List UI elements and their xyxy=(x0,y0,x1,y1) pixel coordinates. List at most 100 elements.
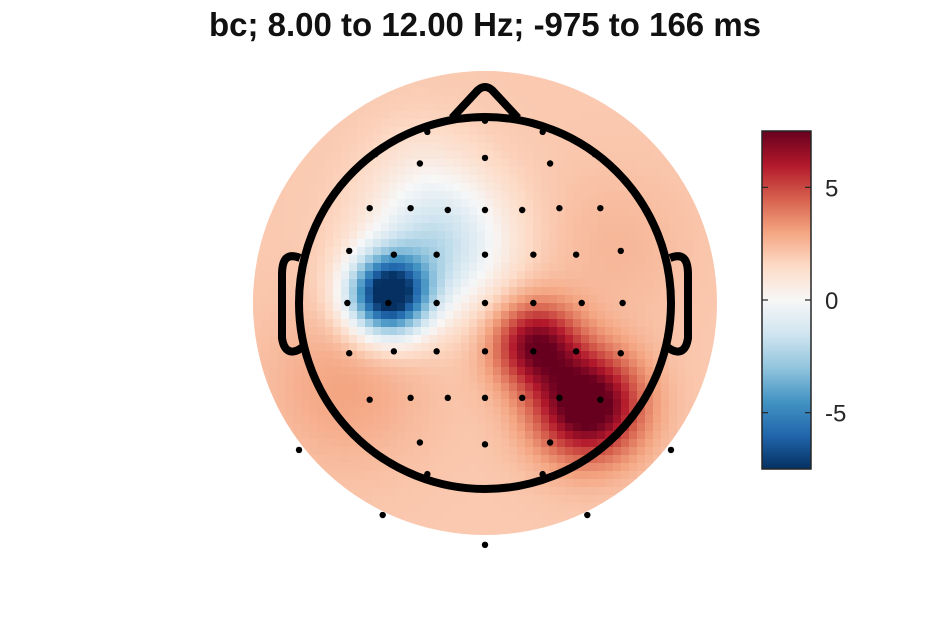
topo-cell xyxy=(605,367,614,376)
topo-cell xyxy=(357,343,366,352)
topo-cell xyxy=(597,455,606,464)
topo-cell xyxy=(397,279,406,288)
topo-cell xyxy=(437,447,446,456)
topo-cell xyxy=(581,151,590,160)
topo-cell xyxy=(309,263,318,272)
topo-cell xyxy=(517,143,526,152)
topo-cell xyxy=(517,159,526,168)
topo-cell xyxy=(293,175,302,184)
topo-cell xyxy=(493,79,502,88)
topo-cell xyxy=(293,439,302,448)
topo-cell xyxy=(613,439,622,448)
topo-cell xyxy=(301,447,310,456)
topo-cell xyxy=(269,391,278,400)
topo-cell xyxy=(517,271,526,280)
topo-cell xyxy=(477,447,486,456)
topo-cell xyxy=(381,159,390,168)
electrode-dot xyxy=(546,160,554,167)
topo-cell xyxy=(533,423,542,432)
topo-cell xyxy=(581,167,590,176)
topo-cell xyxy=(557,223,566,232)
topo-cell xyxy=(653,215,662,224)
topo-cell xyxy=(309,215,318,224)
topo-cell xyxy=(405,519,414,528)
topo-cell xyxy=(349,327,358,336)
topo-cell xyxy=(461,311,470,320)
topo-cell xyxy=(589,431,598,440)
topo-cell xyxy=(525,183,534,192)
topo-cell xyxy=(413,519,422,528)
topo-cell xyxy=(477,263,486,272)
topo-cell xyxy=(301,199,310,208)
electrode-dot xyxy=(530,348,537,355)
topo-cell xyxy=(477,455,486,464)
topo-cell xyxy=(381,175,390,184)
topo-cell xyxy=(357,375,366,384)
topo-cell xyxy=(613,319,622,328)
topo-cell xyxy=(453,367,462,376)
topo-cell xyxy=(693,263,702,272)
topo-cell xyxy=(253,343,262,352)
topo-cell xyxy=(453,247,462,256)
topo-cell xyxy=(477,311,486,320)
topo-cell xyxy=(645,175,654,184)
topo-cell xyxy=(429,407,438,416)
topo-cell xyxy=(373,343,382,352)
topo-cell xyxy=(597,295,606,304)
topo-cell xyxy=(709,255,717,264)
topo-cell xyxy=(645,319,654,328)
topo-cell xyxy=(445,87,454,96)
topo-cell xyxy=(517,167,526,176)
topo-cell xyxy=(485,223,494,232)
topo-cell xyxy=(421,447,430,456)
topo-cell xyxy=(461,423,470,432)
topo-cell xyxy=(533,415,542,424)
topo-cell xyxy=(381,471,390,480)
topo-cell xyxy=(557,455,566,464)
topo-cell xyxy=(333,367,342,376)
topo-cell xyxy=(317,327,326,336)
topo-cell xyxy=(501,527,510,535)
topo-cell xyxy=(557,303,566,312)
topo-cell xyxy=(429,423,438,432)
topo-cell xyxy=(653,439,662,448)
topo-cell xyxy=(605,175,614,184)
topo-cell xyxy=(533,103,542,112)
topo-cell xyxy=(293,215,302,224)
topo-cell xyxy=(541,519,550,528)
topo-cell xyxy=(429,487,438,496)
topo-cell xyxy=(549,343,558,352)
topo-cell xyxy=(309,335,318,344)
topo-cell xyxy=(573,183,582,192)
topo-cell xyxy=(517,335,526,344)
topo-cell xyxy=(589,423,598,432)
topo-cell xyxy=(709,351,717,360)
topo-cell xyxy=(589,95,598,104)
topo-cell xyxy=(365,239,374,248)
topo-cell xyxy=(341,335,350,344)
topo-cell xyxy=(597,367,606,376)
topo-cell xyxy=(413,295,422,304)
topo-cell xyxy=(309,383,318,392)
topo-cell xyxy=(437,143,446,152)
topo-cell xyxy=(437,87,446,96)
topo-cell xyxy=(493,119,502,128)
topo-cell xyxy=(533,471,542,480)
topo-cell xyxy=(453,71,462,80)
topo-cell xyxy=(525,79,534,88)
topo-cell xyxy=(405,447,414,456)
topo-cell xyxy=(589,303,598,312)
topo-cell xyxy=(613,215,622,224)
topo-cell xyxy=(349,207,358,216)
topo-cell xyxy=(541,335,550,344)
topo-cell xyxy=(413,263,422,272)
topo-cell xyxy=(285,247,294,256)
topo-cell xyxy=(573,279,582,288)
topo-cell xyxy=(469,439,478,448)
topo-cell xyxy=(397,439,406,448)
topo-cell xyxy=(573,431,582,440)
topo-cell xyxy=(621,351,630,360)
topo-cell xyxy=(413,191,422,200)
topo-cell xyxy=(357,167,366,176)
electrode-dot xyxy=(591,151,598,158)
